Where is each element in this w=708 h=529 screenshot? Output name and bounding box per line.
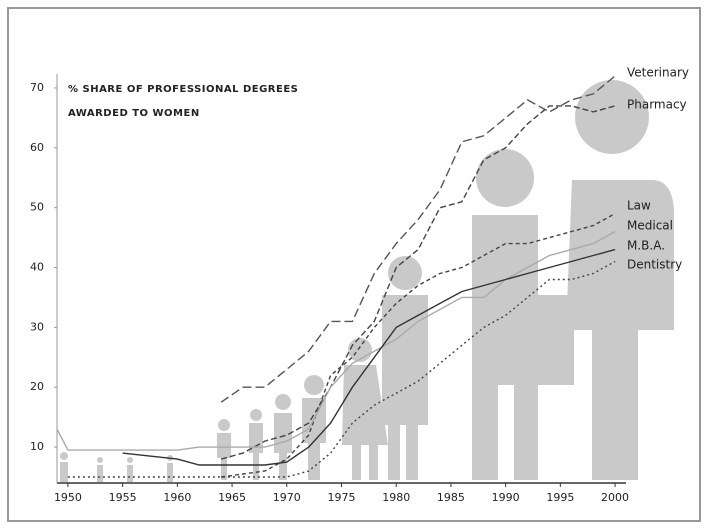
- y-tick-label: 50: [30, 201, 44, 214]
- y-tick-label: 60: [30, 141, 44, 154]
- series-label: Pharmacy: [627, 98, 687, 112]
- series-label: M.B.A.: [627, 239, 665, 253]
- y-tick-label: 30: [30, 320, 44, 333]
- x-tick-label: 1995: [546, 491, 574, 504]
- x-tick-label: 1960: [163, 491, 191, 504]
- chart: % SHARE OF PROFESSIONAL DEGREES AWARDED …: [0, 0, 708, 529]
- series-label: Medical: [627, 219, 673, 233]
- x-tick-label: 1980: [382, 491, 410, 504]
- series-label: Veterinary: [627, 66, 689, 80]
- chart-title: AWARDED TO WOMEN: [68, 108, 200, 119]
- x-tick-label: 1990: [492, 491, 520, 504]
- page: {"chart_data": {"type": "line", "title":…: [0, 0, 708, 529]
- x-tick-label: 1985: [437, 491, 465, 504]
- y-tick-label: 40: [30, 261, 44, 274]
- y-tick-label: 10: [30, 440, 44, 453]
- series-label: Dentistry: [627, 258, 682, 272]
- x-tick-label: 1965: [218, 491, 246, 504]
- x-tick-label: 2000: [601, 491, 629, 504]
- y-tick-label: 70: [30, 81, 44, 94]
- x-tick-label: 1955: [109, 491, 137, 504]
- y-tick-label: 20: [30, 380, 44, 393]
- series-label: Law: [627, 199, 651, 213]
- x-tick-label: 1970: [273, 491, 301, 504]
- x-tick-label: 1975: [328, 491, 356, 504]
- x-tick-label: 1950: [54, 491, 82, 504]
- chart-title: % SHARE OF PROFESSIONAL DEGREES: [68, 84, 298, 95]
